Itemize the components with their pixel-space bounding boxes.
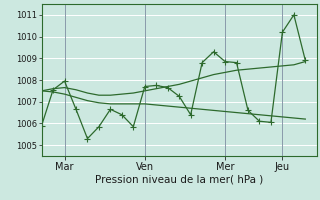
X-axis label: Pression niveau de la mer( hPa ): Pression niveau de la mer( hPa ) (95, 174, 263, 184)
